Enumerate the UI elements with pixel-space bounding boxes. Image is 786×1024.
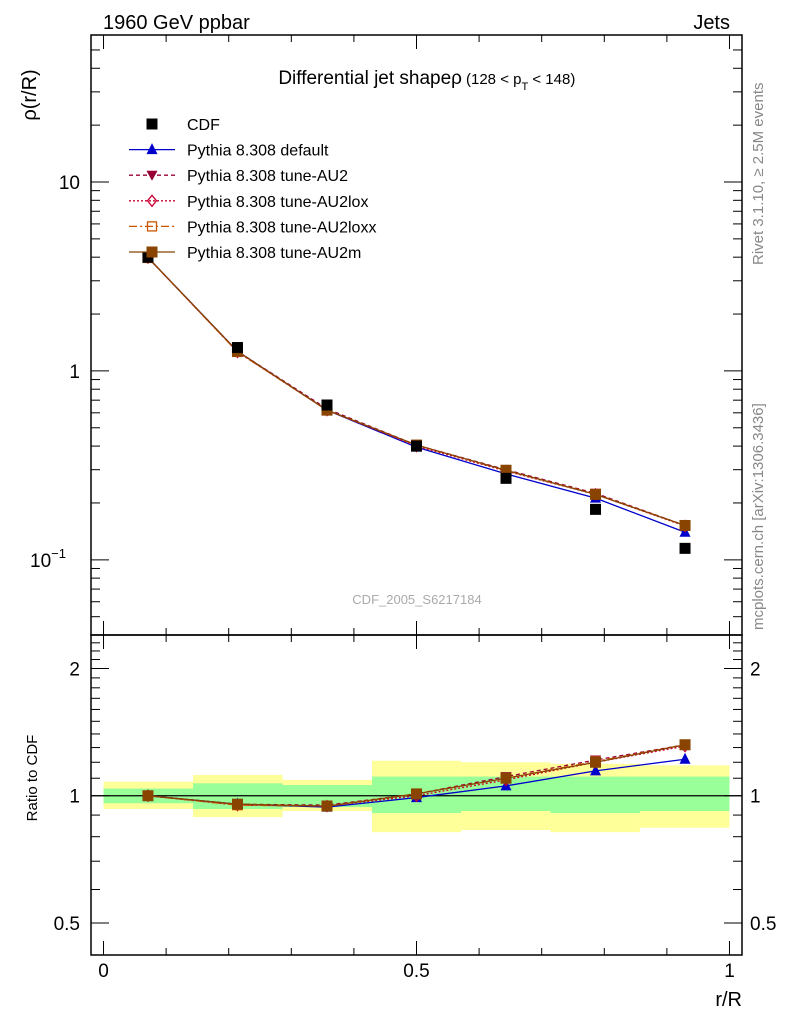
- main-point-pythia-8-308-tune-au2m-5: [500, 464, 512, 476]
- main-point-cdf-3: [321, 399, 333, 411]
- legend-label-pythia-8-308-tune-au2m: Pythia 8.308 tune-AU2m: [187, 245, 361, 262]
- ratio-point-pythia-8-308-tune-au2m-4: [411, 788, 422, 800]
- y-tick-label-main: 10: [59, 173, 80, 194]
- legend-marker-cdf: [146, 118, 158, 130]
- y-tick-label-ratio-left: 0.5: [54, 914, 80, 935]
- main-line-pythia-8-308-tune-au2loxx: [147, 257, 686, 527]
- legend-label-cdf: CDF: [187, 117, 220, 134]
- legend-label-pythia-8-308-tune-au2loxx: Pythia 8.308 tune-AU2loxx: [187, 219, 376, 236]
- x-tick-label: 1: [724, 961, 735, 982]
- main-title: Differential jet shapeρ: [278, 68, 462, 89]
- main-point-cdf-4: [411, 440, 422, 452]
- y-tick-label-main: 1: [69, 362, 80, 383]
- mcplots-reference-label: mcplots.cern.ch [arXiv:1306.3436]: [750, 403, 767, 630]
- main-line-pythia-8-308-default: [147, 257, 686, 533]
- y-tick-label-ratio-left: 2: [69, 659, 80, 680]
- y-tick-label-ratio-right: 0.5: [750, 914, 776, 935]
- ratio-point-pythia-8-308-tune-au2m-5: [500, 772, 512, 784]
- y-tick-label-ratio-right: 1: [750, 787, 761, 808]
- main-point-pythia-8-308-tune-au2m-7: [679, 519, 691, 531]
- main-line-pythia-8-308-tune-au2lox: [147, 257, 686, 527]
- ratio-band-inner-bin-6: [550, 776, 640, 814]
- y-tick-label-main: 10−1: [30, 546, 66, 572]
- legend-marker-pythia-8-308-tune-au2: [146, 170, 158, 181]
- header-energy-label: 1960 GeV ppbar: [103, 12, 250, 34]
- header-jets-label: Jets: [693, 12, 730, 34]
- ratio-point-pythia-8-308-tune-au2m-6: [590, 756, 602, 768]
- main-point-cdf-2: [231, 342, 243, 354]
- legend-marker-pythia-8-308-tune-au2lox: [146, 194, 158, 208]
- legend: CDF Pythia 8.308 default Pythia 8.308 tune…: [129, 117, 376, 262]
- ratio-series-layer: [142, 739, 691, 813]
- main-point-cdf-7: [679, 542, 691, 554]
- ratio-y-axis-label: Ratio to CDF: [24, 735, 41, 822]
- ratio-point-pythia-8-308-default-7: [679, 752, 691, 764]
- ratio-point-pythia-8-308-tune-au2m-1: [142, 790, 154, 802]
- ratio-point-pythia-8-308-tune-au2m-3: [321, 800, 333, 812]
- x-tick-label: 0.5: [403, 961, 429, 982]
- main-line-pythia-8-308-tune-au2m: [147, 257, 686, 527]
- legend-marker-pythia-8-308-tune-au2loxx: [146, 221, 158, 232]
- ratio-point-pythia-8-308-default-6: [590, 764, 602, 776]
- x-axis-label: r/R: [715, 989, 742, 1011]
- ratio-point-pythia-8-308-tune-au2m-2: [231, 798, 243, 810]
- main-line-pythia-8-308-tune-au2: [147, 257, 686, 527]
- y-tick-label-ratio-left: 1: [69, 787, 80, 808]
- ratio-point-pythia-8-308-tune-au2m-7: [679, 739, 691, 751]
- main-title-pt-cut: (128 < pT < 148): [466, 71, 575, 93]
- ratio-band-inner-bin-7: [639, 776, 730, 812]
- y-tick-label-ratio-right: 2: [750, 659, 761, 680]
- legend-label-pythia-8-308-tune-au2: Pythia 8.308 tune-AU2: [187, 168, 348, 185]
- legend-marker-pythia-8-308-default: [146, 143, 158, 155]
- x-tick-label: 0: [98, 961, 109, 982]
- analysis-watermark: CDF_2005_S6217184: [352, 592, 481, 607]
- main-y-axis-label: ρ(r/R): [19, 69, 41, 120]
- main-point-cdf-6: [590, 503, 602, 515]
- main-point-pythia-8-308-tune-au2m-6: [590, 488, 602, 500]
- rivet-version-label: Rivet 3.1.10, ≥ 2.5M events: [750, 83, 767, 266]
- ratio-uncertainty-bands: [91, 760, 742, 833]
- main-series-layer: [142, 251, 691, 554]
- legend-marker-pythia-8-308-tune-au2m: [146, 246, 158, 258]
- axes-ticks: 0 0.5 1 10 1 10−1 2 2 1 1 0.5 0.5: [30, 34, 776, 982]
- legend-label-pythia-8-308-tune-au2lox: Pythia 8.308 tune-AU2lox: [187, 194, 368, 211]
- legend-label-pythia-8-308-default: Pythia 8.308 default: [187, 143, 329, 160]
- main-point-cdf-5: [500, 472, 512, 484]
